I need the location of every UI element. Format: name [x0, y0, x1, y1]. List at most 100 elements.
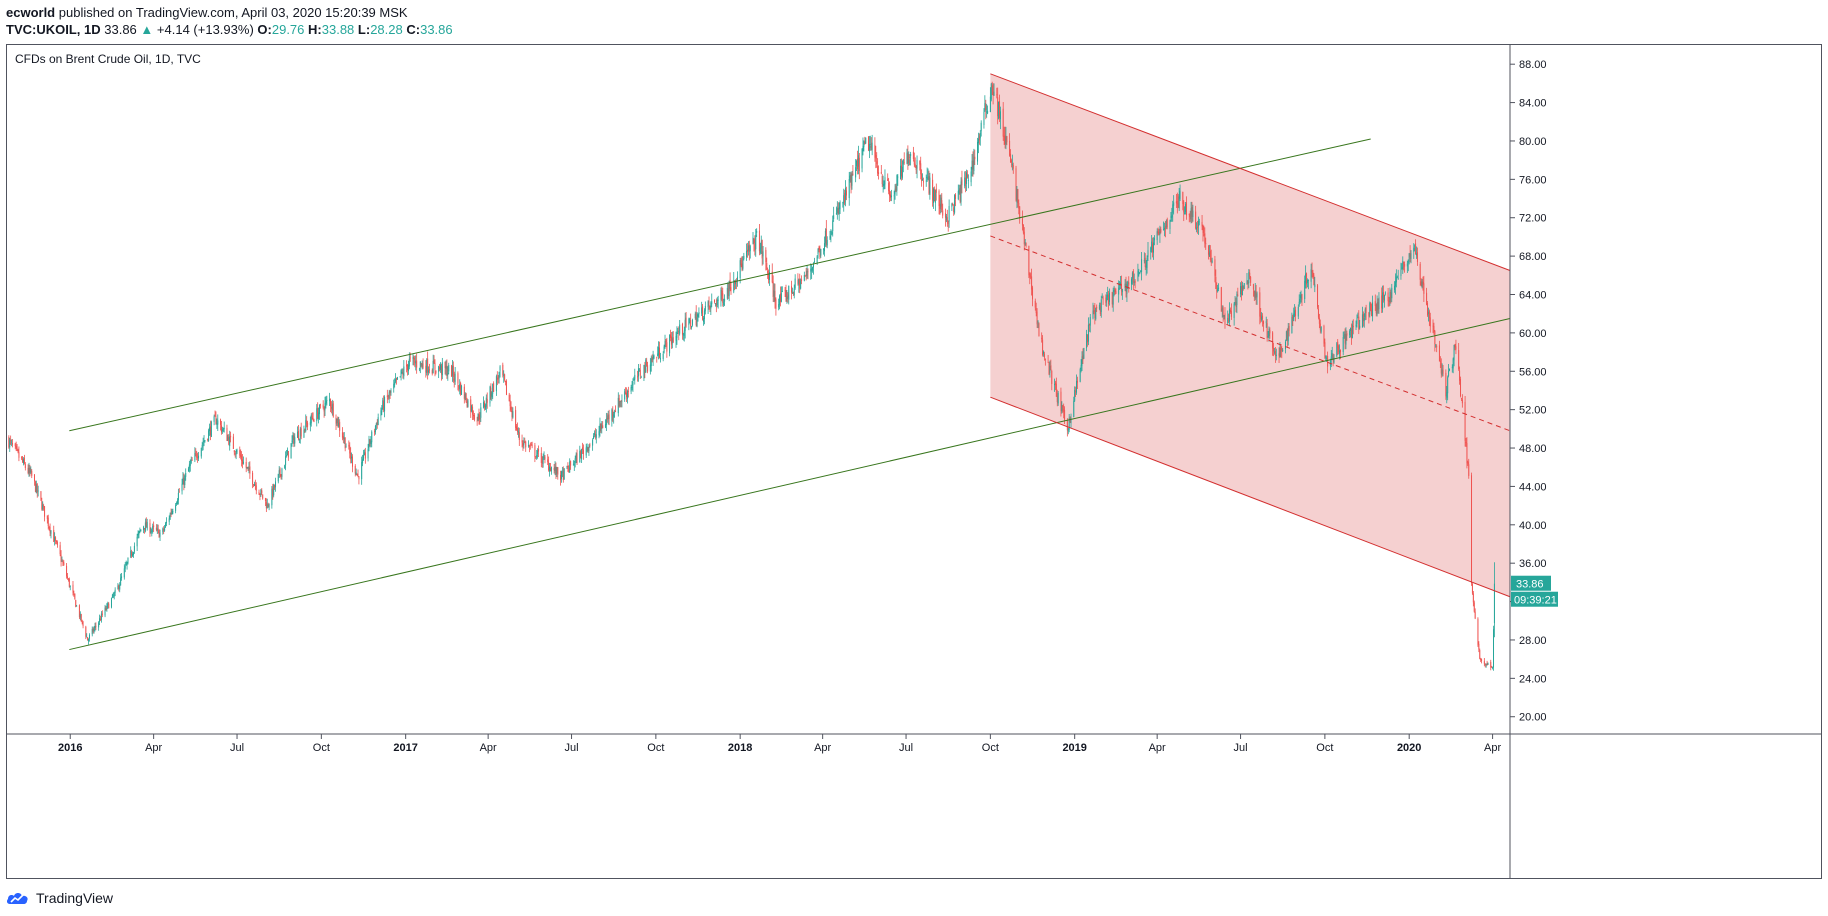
candle-body [755, 234, 757, 250]
candle-body [484, 405, 486, 409]
candle-body [541, 461, 543, 463]
candle-body [717, 299, 719, 301]
candle-body [1369, 303, 1371, 315]
candle-body [657, 353, 659, 357]
candle-body [233, 450, 235, 453]
candle-body [1184, 212, 1186, 215]
candle-body [343, 437, 345, 440]
candle-body [780, 293, 782, 302]
candle-body [580, 451, 582, 459]
footer: TradingView [6, 887, 113, 909]
price-tick-label: 84.00 [1519, 98, 1547, 110]
candle-body [262, 494, 264, 499]
candle-body [127, 557, 129, 564]
candle-body [1131, 272, 1133, 279]
countdown-badge [1511, 591, 1558, 607]
channel-line-red-lower[interactable] [990, 396, 1511, 598]
candle-body [997, 97, 999, 117]
candle-body [108, 603, 110, 609]
candle-body [21, 456, 23, 459]
channel-line-green-upper[interactable] [69, 138, 1371, 432]
candle-body [311, 416, 313, 419]
candle-body [1451, 366, 1453, 368]
candle-body [1357, 317, 1359, 318]
candle-body [870, 146, 872, 148]
candle-body [849, 175, 851, 181]
candle-body [1272, 332, 1274, 349]
channel-line-green-lower[interactable] [69, 318, 1511, 651]
candle-body [1048, 362, 1050, 375]
candle-body [232, 436, 234, 450]
candle-body [472, 406, 474, 415]
candle-body [209, 427, 211, 432]
candle-body [632, 381, 634, 386]
candle-body [723, 302, 725, 305]
candle-body [176, 500, 178, 504]
candle-body [1423, 283, 1425, 294]
candle-body [690, 320, 692, 327]
candle-body [491, 393, 493, 398]
candle-body [329, 398, 331, 402]
candle-body [1147, 250, 1149, 257]
candle-body [1152, 242, 1154, 253]
time-tick-label: Jul [1234, 742, 1248, 754]
candle-body [172, 511, 174, 513]
candle-body [1158, 232, 1160, 234]
candle-body [722, 293, 724, 303]
candle-body [1057, 393, 1059, 404]
candle-body [735, 281, 737, 285]
candle-body [338, 422, 340, 427]
candle-body [68, 578, 70, 587]
candle-body [1388, 300, 1390, 302]
chart-frame[interactable]: CFDs on Brent Crude Oil, 1D, TVC 20.00 24.… [6, 44, 1822, 879]
candle-body [656, 357, 658, 359]
time-tick-label: Apr [814, 742, 831, 754]
candle-body [143, 526, 145, 530]
candle-body [29, 467, 31, 473]
candle-body [1375, 304, 1377, 314]
author-name[interactable]: ecworld [6, 5, 56, 20]
candle-body [280, 474, 282, 477]
candle-body [497, 378, 499, 380]
candle-body [235, 453, 237, 455]
candle-body [125, 564, 127, 566]
candle-body [1111, 291, 1113, 305]
candle-body [44, 506, 46, 517]
candle-body [889, 190, 891, 196]
channel-line-red-upper[interactable] [990, 73, 1511, 271]
price-chart[interactable]: CFDs on Brent Crude Oil, 1D, TVC 20.00 24.… [7, 45, 1821, 878]
candle-body [1394, 281, 1396, 287]
tradingview-cloud-icon[interactable] [6, 890, 30, 906]
candle-body [888, 182, 890, 192]
candle-body [1336, 343, 1338, 357]
candle-body [811, 268, 813, 271]
candle-body [698, 311, 700, 315]
candle-body [1092, 310, 1094, 319]
candle-body [876, 161, 878, 164]
candle-body [1324, 342, 1326, 358]
candle-body [155, 527, 157, 530]
candle-body [919, 160, 921, 165]
candle-body [948, 206, 950, 222]
candle-body [1034, 300, 1036, 308]
candle-body [11, 443, 13, 445]
candle-body [490, 387, 492, 397]
price-tick-label: 76.00 [1519, 174, 1547, 186]
candle-body [773, 290, 775, 297]
channel-line-red-mid[interactable] [990, 235, 1511, 432]
candle-body [1262, 321, 1264, 324]
candle-body [72, 584, 74, 593]
candle-body [341, 432, 343, 438]
candle-body [55, 541, 57, 543]
candle-body [447, 372, 449, 375]
candle-body [1391, 287, 1393, 299]
candle-body [415, 361, 417, 364]
candle-body [747, 245, 749, 251]
candle-body [743, 255, 745, 259]
footer-brand[interactable]: TradingView [36, 890, 114, 906]
candle-body [878, 172, 880, 174]
candle-body [144, 522, 146, 531]
candle-body [523, 441, 525, 445]
candle-body [633, 378, 635, 381]
candle-body [1140, 270, 1142, 272]
